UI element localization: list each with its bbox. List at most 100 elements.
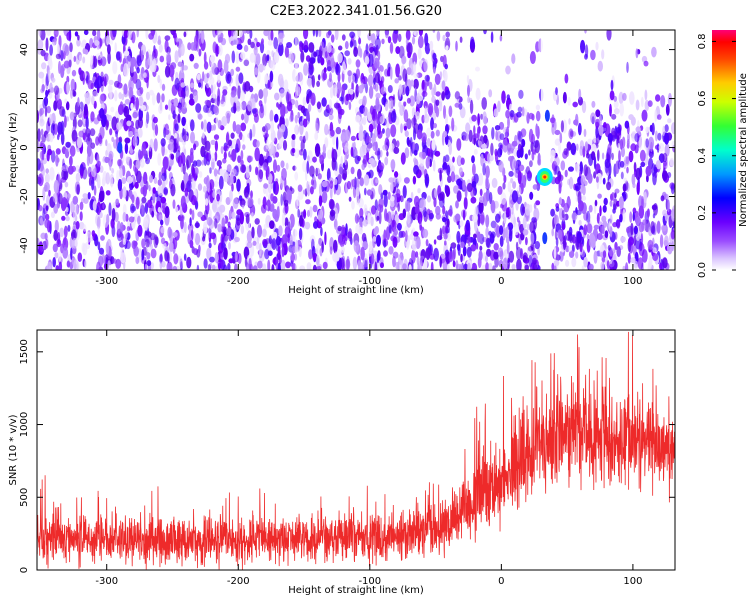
heatmap-cell — [454, 102, 460, 108]
heatmap-cell — [197, 183, 203, 191]
heatmap-cell — [344, 50, 351, 57]
heatmap-cell — [526, 246, 532, 257]
heatmap-cell — [583, 224, 588, 236]
heatmap-cell — [462, 209, 466, 221]
heatmap-cell — [222, 89, 228, 96]
heatmap-cell — [524, 264, 530, 270]
heatmap-cell — [358, 84, 364, 94]
heatmap-cell — [56, 44, 60, 54]
heatmap-cell — [316, 101, 321, 110]
heatmap-cell — [58, 261, 63, 270]
heatmap-cell — [303, 40, 309, 50]
heatmap-cell — [400, 152, 406, 165]
heatmap-cell — [188, 98, 195, 106]
heatmap-cell — [470, 36, 475, 50]
heatmap-cell — [641, 109, 648, 122]
heatmap-cell — [42, 98, 46, 109]
heatmap-cell — [206, 72, 210, 79]
heatmap-cell — [76, 137, 83, 149]
heatmap-cell — [505, 207, 510, 217]
heatmap-cell — [240, 103, 243, 111]
heatmap-cell — [139, 158, 145, 168]
heatmap-cell — [96, 261, 101, 270]
heatmap-cell — [375, 96, 380, 110]
heatmap-cell — [341, 61, 346, 74]
heatmap-cell — [273, 37, 279, 50]
heatmap-cell — [486, 238, 492, 249]
heatmap-cell — [453, 247, 456, 260]
heatmap-cell — [247, 155, 254, 163]
heatmap-cell — [304, 221, 311, 230]
heatmap-cell — [450, 165, 455, 174]
heatmap-cell — [263, 90, 267, 105]
heatmap-cell — [135, 170, 142, 184]
heatmap-cell — [49, 44, 53, 56]
heatmap-cell — [368, 169, 374, 179]
heatmap-cell — [77, 252, 83, 262]
heatmap-cell — [256, 140, 260, 148]
heatmap-cell — [374, 261, 378, 270]
heatmap-cell — [480, 211, 485, 226]
heatmap-cell — [467, 84, 470, 97]
heatmap-cell — [44, 105, 48, 118]
heatmap-cell — [336, 136, 339, 150]
heatmap-cell — [239, 131, 243, 141]
heatmap-cell — [618, 150, 621, 163]
heatmap-cell — [626, 138, 630, 147]
heatmap-cell — [172, 110, 176, 120]
heatmap-cell — [424, 105, 427, 120]
heatmap-cell — [45, 205, 49, 211]
heatmap-cell — [88, 177, 92, 186]
heatmap-cell — [338, 234, 343, 244]
heatmap-cell — [314, 216, 318, 223]
heatmap-cell — [633, 162, 637, 172]
heatmap-cell — [253, 45, 258, 56]
heatmap-cell — [604, 158, 611, 169]
heatmap-cell — [417, 47, 422, 60]
heatmap-cell — [368, 53, 374, 67]
heatmap-cell — [444, 154, 450, 163]
heatmap-cell — [151, 58, 157, 73]
heatmap-cell — [303, 63, 309, 76]
heatmap-cell — [404, 130, 409, 137]
y-tick-label: 1000 — [19, 412, 30, 437]
heatmap-cell — [181, 116, 186, 127]
heatmap-cell — [505, 236, 510, 244]
heatmap-cell — [652, 253, 659, 262]
heatmap-cell — [47, 148, 52, 156]
heatmap-cell — [341, 84, 346, 97]
heatmap-cell — [210, 84, 214, 94]
heatmap-cell — [329, 185, 333, 199]
heatmap-cell — [612, 208, 616, 214]
heatmap-cell — [553, 246, 557, 260]
heatmap-cell — [505, 65, 511, 75]
heatmap-feature — [544, 109, 550, 122]
heatmap-cell — [420, 197, 426, 211]
heatmap-cell — [246, 241, 253, 249]
heatmap-cell — [145, 30, 149, 40]
heatmap-cell — [418, 30, 423, 36]
heatmap-cell — [185, 85, 190, 98]
heatmap-feature — [542, 232, 548, 245]
heatmap-cell — [136, 30, 139, 38]
heatmap-cell — [281, 246, 285, 258]
heatmap-cell — [603, 197, 608, 206]
heatmap-cell — [443, 105, 446, 119]
heatmap-cell — [640, 96, 644, 108]
heatmap-cell — [406, 97, 411, 104]
heatmap-cell — [462, 179, 466, 191]
heatmap-cell — [40, 49, 46, 57]
heatmap-cell — [227, 262, 231, 270]
heatmap-cell — [104, 76, 107, 87]
heatmap-cell — [371, 159, 376, 169]
heatmap-cell — [507, 116, 510, 129]
heatmap-cell — [236, 44, 243, 50]
heatmap-cell — [458, 167, 463, 176]
heatmap-cell — [196, 73, 201, 81]
heatmap-cell — [213, 215, 219, 221]
heatmap-cell — [105, 172, 110, 185]
heatmap-cell — [422, 152, 427, 159]
heatmap-cell — [575, 113, 579, 127]
heatmap-cell — [392, 256, 396, 268]
